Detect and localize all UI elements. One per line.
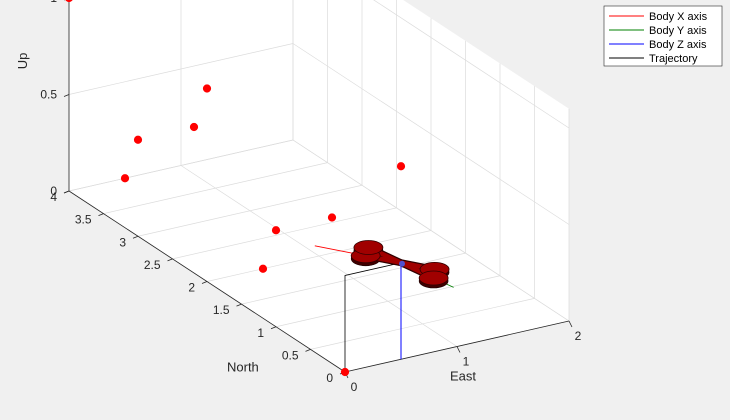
- waypoint-marker: [189, 122, 199, 132]
- x-axis-label: East: [450, 369, 476, 384]
- waypoint-series: [65, 0, 406, 377]
- y-tick-label: 4: [50, 190, 57, 204]
- rotor-disk: [418, 270, 449, 286]
- legend-entry: Trajectory: [649, 53, 698, 65]
- grid-line: [206, 230, 432, 282]
- y-tick-label: 0: [326, 371, 333, 385]
- axis-labels: East North Up: [15, 53, 476, 384]
- axis-panes: [69, 0, 569, 372]
- z-axis-label: Up: [15, 53, 30, 70]
- x-tick-mark: [568, 320, 573, 328]
- x-tick-label: 1: [463, 355, 470, 369]
- rotor-disk: [353, 240, 384, 255]
- y-tick-mark: [236, 303, 242, 307]
- waypoint-marker: [120, 174, 130, 183]
- grid-line: [103, 162, 328, 214]
- legend-entry: Body Y axis: [649, 25, 707, 37]
- y-tick-mark: [201, 281, 208, 284]
- y-tick-label: 3.5: [75, 213, 92, 227]
- y-tick-mark: [167, 258, 173, 262]
- grid-line: [172, 207, 397, 260]
- waypoint-marker: [327, 213, 337, 222]
- drone-center: [399, 260, 405, 267]
- grid-line: [137, 184, 363, 237]
- grid-line: [68, 43, 294, 95]
- waypoint-marker: [258, 264, 268, 273]
- waypoint-marker: [202, 84, 212, 93]
- z-tick-label: 1: [50, 0, 57, 5]
- y-tick-mark: [270, 326, 277, 330]
- grid-line: [241, 252, 466, 305]
- waypoint-marker: [65, 0, 73, 3]
- trajectory-series: [344, 262, 402, 372]
- waypoint-marker: [396, 162, 406, 171]
- y-tick-mark: [305, 349, 311, 352]
- legend-entry: Body X axis: [649, 11, 708, 23]
- drone-body: [314, 240, 454, 360]
- y-tick-label: 0.5: [282, 348, 299, 362]
- waypoint-marker: [271, 226, 281, 235]
- grid-line: [68, 139, 294, 192]
- y-tick-label: 1: [257, 326, 264, 340]
- legend[interactable]: Body X axis Body Y axis Body Z axis Traject…: [603, 5, 723, 67]
- z-tick-label: 0.5: [40, 88, 57, 102]
- x-tick-mark: [456, 346, 461, 353]
- grid-line: [275, 275, 501, 328]
- x-tick-label: 2: [575, 329, 582, 343]
- y-tick-label: 2.5: [144, 258, 161, 272]
- grid-line: [373, 0, 570, 129]
- trajectory-line: [344, 262, 402, 372]
- y-tick-mark: [132, 235, 139, 239]
- y-tick-label: 1.5: [213, 303, 230, 317]
- y-tick-label: 3: [119, 235, 126, 249]
- grid-line: [292, 43, 570, 225]
- z-tick-mark: [63, 94, 70, 97]
- y-axis-label: North: [227, 359, 259, 374]
- waypoint-marker: [133, 135, 143, 144]
- waypoint-marker: [340, 367, 350, 377]
- y-tick-mark: [98, 213, 104, 216]
- y-tick-label: 2: [188, 281, 195, 295]
- x-tick-label: 0: [351, 380, 358, 394]
- grid-line: [292, 139, 570, 322]
- grid-line: [310, 298, 535, 350]
- z-tick-label: 0: [50, 184, 57, 198]
- legend-entry: Body Z axis: [649, 39, 707, 51]
- z-tick-mark: [63, 190, 70, 194]
